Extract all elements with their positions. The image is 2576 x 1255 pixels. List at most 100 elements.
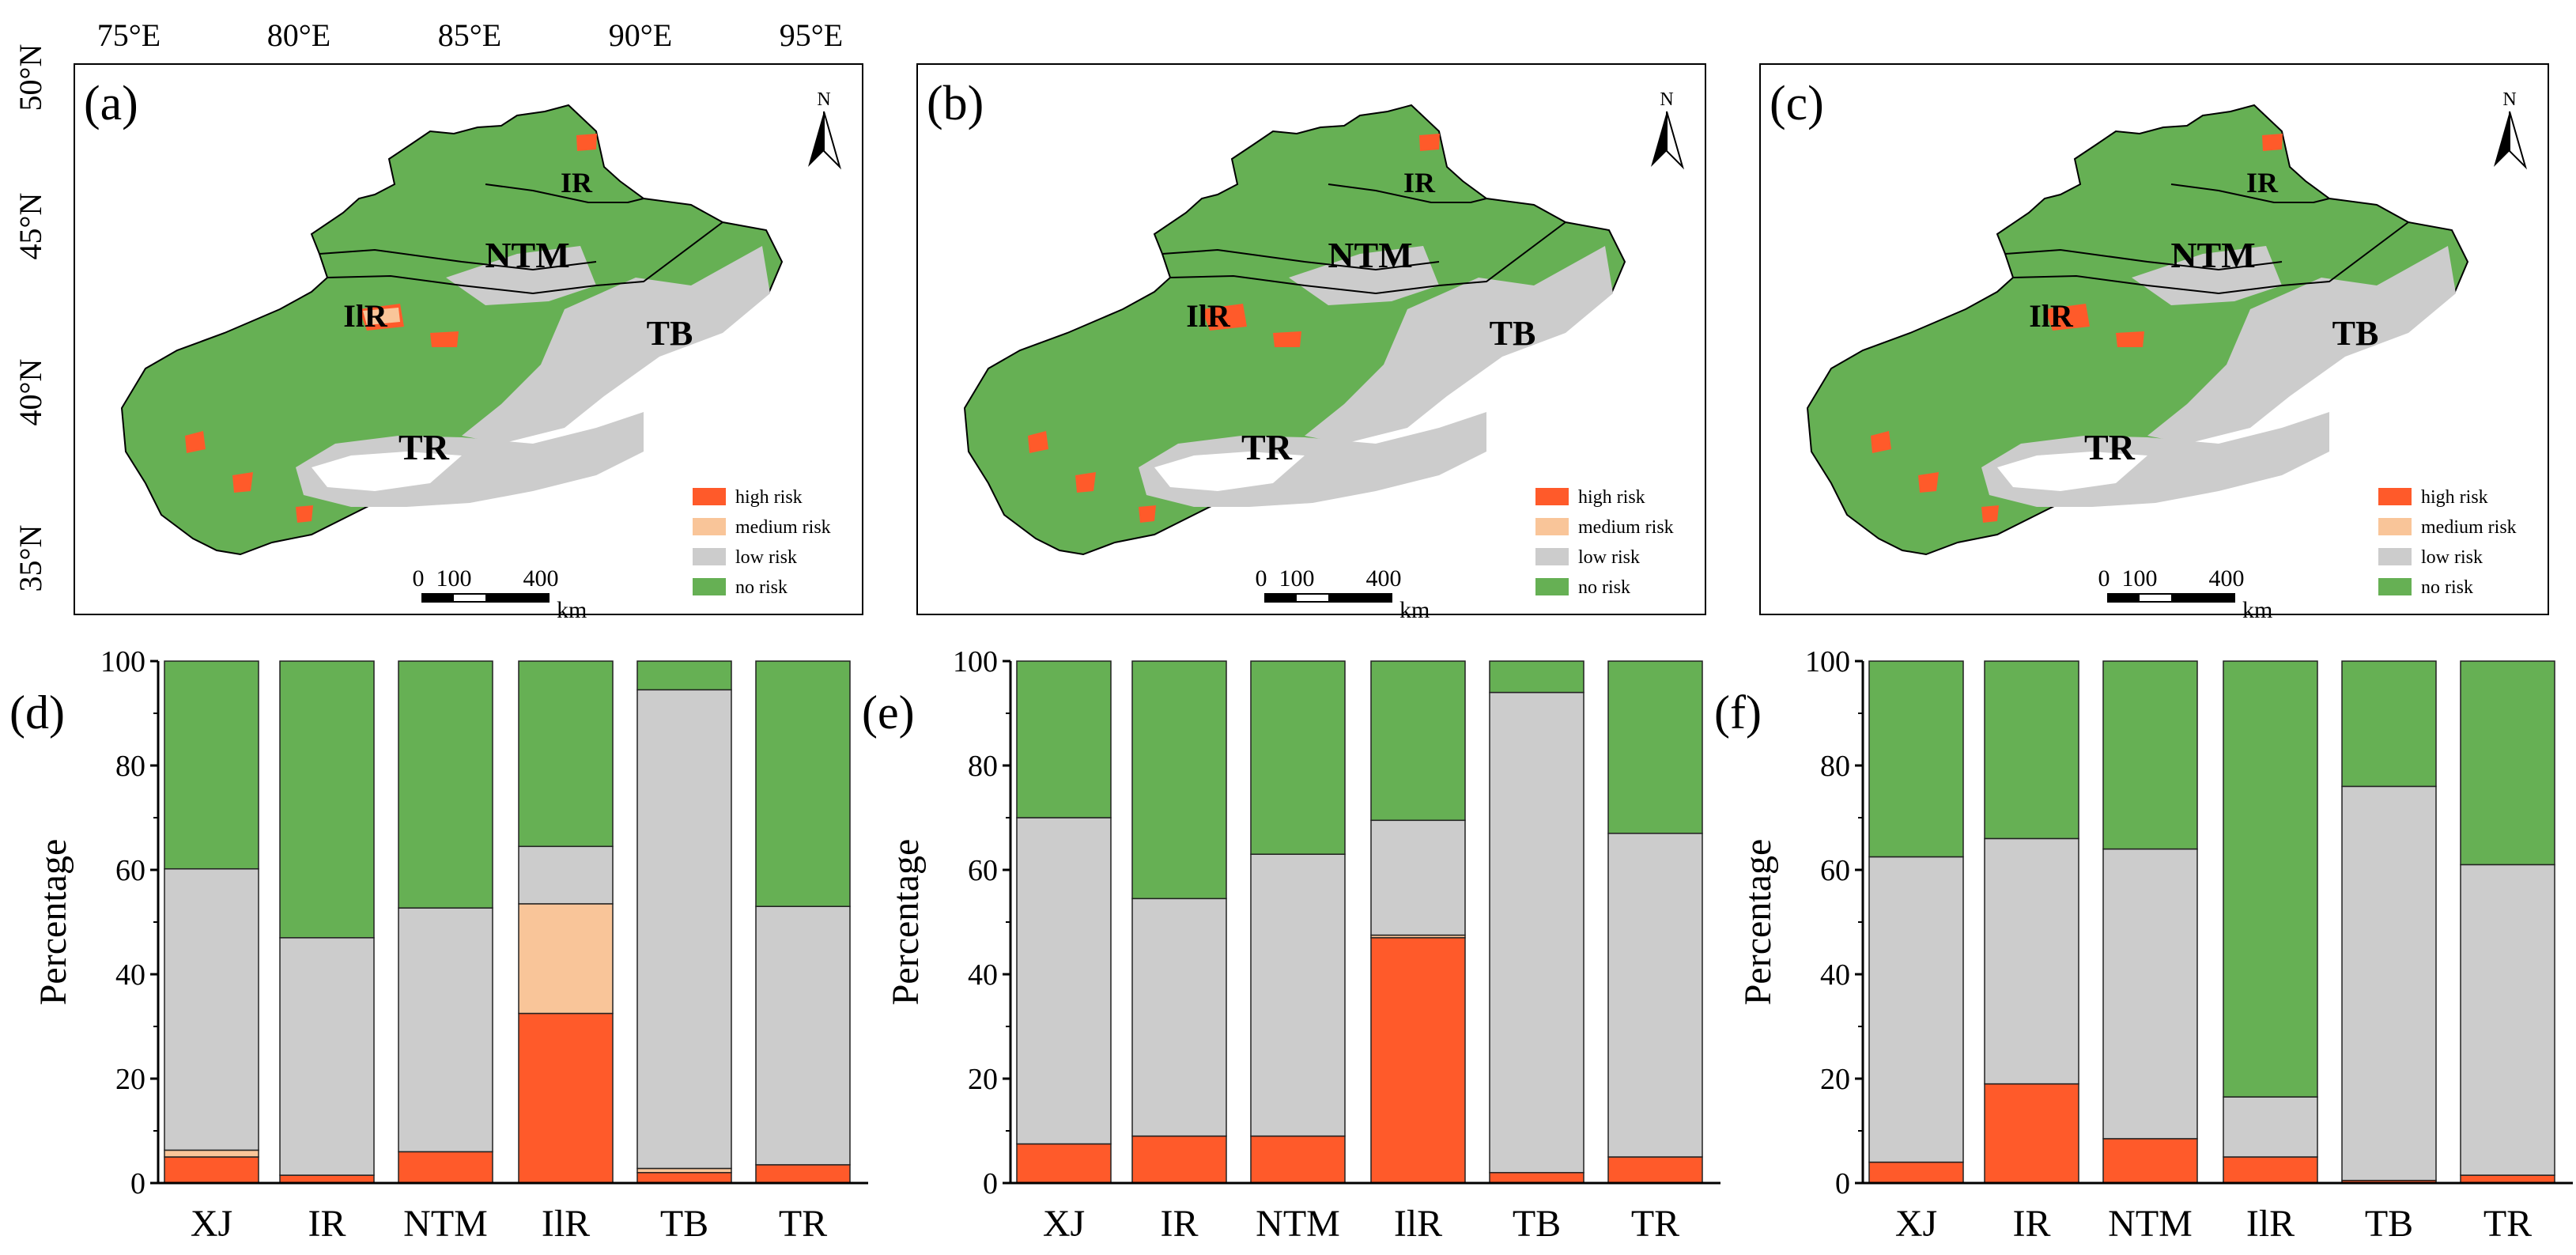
legend-label: no risk bbox=[2421, 577, 2473, 598]
latitude-label: 40°N bbox=[13, 359, 48, 426]
panel-label: (d) bbox=[9, 686, 65, 739]
high-risk-spot bbox=[1419, 134, 1440, 151]
bar-segment-no-risk bbox=[1131, 660, 1227, 900]
bar-segment-medium-risk bbox=[518, 903, 614, 1015]
y-tick-label: 100 bbox=[1805, 645, 1850, 679]
legend-label: medium risk bbox=[1578, 517, 1674, 538]
scale-unit: km bbox=[1399, 597, 1430, 623]
region-label: NTM bbox=[485, 235, 569, 275]
high-risk-spot bbox=[1871, 431, 1891, 453]
bar-segment-no-risk bbox=[2341, 660, 2437, 788]
bar-segment-high-risk bbox=[398, 1151, 493, 1184]
scale-unit: km bbox=[557, 597, 587, 623]
scale-bar bbox=[2171, 594, 2234, 602]
x-tick-label: NTM bbox=[1256, 1203, 1340, 1245]
y-tick-label: 0 bbox=[1835, 1167, 1850, 1200]
longitude-label: 90°E bbox=[609, 17, 672, 53]
y-axis-label: Percentage bbox=[885, 839, 927, 1006]
legend-label: low risk bbox=[735, 547, 797, 568]
scale-label: 400 bbox=[1366, 565, 1402, 592]
north-label: N bbox=[2502, 89, 2516, 110]
longitude-label: 95°E bbox=[780, 17, 843, 53]
y-axis-label: Percentage bbox=[1737, 839, 1779, 1006]
region-border bbox=[2004, 248, 2283, 271]
region-label: TB bbox=[1490, 314, 1536, 353]
y-tick-label: 100 bbox=[953, 645, 998, 679]
bar-segment-low-risk bbox=[1868, 856, 1964, 1163]
longitude-label: 80°E bbox=[267, 17, 330, 53]
scale-bar bbox=[422, 594, 454, 602]
y-tick-label: 60 bbox=[115, 854, 145, 887]
y-tick-label: 40 bbox=[1820, 958, 1850, 992]
high-risk-spot bbox=[185, 431, 206, 453]
bar-segment-low-risk bbox=[2102, 848, 2198, 1140]
region-border bbox=[327, 221, 723, 295]
legend-swatch bbox=[1535, 578, 1569, 595]
bar-segment-high-risk bbox=[1370, 937, 1466, 1184]
high-risk-spot bbox=[2116, 331, 2144, 347]
scale-bar bbox=[1328, 594, 1392, 602]
y-tick-label: 60 bbox=[968, 854, 998, 887]
scale-label: 0 bbox=[413, 565, 425, 592]
legend-swatch bbox=[693, 548, 726, 565]
high-risk-spot bbox=[2262, 134, 2283, 151]
region-label: IlR bbox=[2029, 298, 2074, 334]
bar-segment-no-risk bbox=[755, 660, 851, 907]
stacked-bar-chart: XJ IR NTM IlR TB TR 0 20 40 60 80 100 Percentage (d) bbox=[9, 645, 868, 1245]
longitude-label: 75°E bbox=[97, 17, 161, 53]
scale-label: 400 bbox=[523, 565, 559, 592]
region-border bbox=[1169, 221, 1566, 295]
scale-label: 100 bbox=[2122, 565, 2158, 592]
bar-segment-high-risk bbox=[1489, 1172, 1585, 1184]
bar-segment-no-risk bbox=[1868, 660, 1964, 858]
x-tick-label: IR bbox=[1161, 1203, 1199, 1245]
region-border bbox=[2170, 183, 2330, 203]
x-tick-label: XJ bbox=[1043, 1203, 1085, 1245]
high-risk-spot bbox=[2045, 304, 2090, 331]
north-arrow-icon bbox=[2494, 112, 2510, 167]
north-arrow-icon bbox=[808, 112, 824, 167]
latitude-label: 50°N bbox=[13, 44, 48, 112]
low-risk-area bbox=[1305, 246, 1613, 444]
x-tick-label: TR bbox=[779, 1203, 827, 1245]
legend-label: no risk bbox=[735, 577, 788, 598]
bar-segment-low-risk bbox=[279, 937, 375, 1176]
bar-segment-no-risk bbox=[518, 660, 614, 848]
bar-segment-no-risk bbox=[2223, 660, 2318, 1098]
y-tick-label: 80 bbox=[968, 750, 998, 783]
y-tick-label: 40 bbox=[115, 958, 145, 992]
bar-segment-low-risk bbox=[2341, 785, 2437, 1181]
y-tick-label: 40 bbox=[968, 958, 998, 992]
legend-swatch bbox=[693, 578, 726, 595]
north-arrow-icon bbox=[2509, 111, 2528, 170]
bar-segment-no-risk bbox=[1984, 660, 2079, 840]
x-tick-label: TB bbox=[1513, 1203, 1561, 1245]
region-border bbox=[485, 183, 644, 203]
x-tick-label: IlR bbox=[542, 1203, 590, 1245]
legend-label: high risk bbox=[1578, 487, 1645, 508]
stacked-bar-chart: XJ IR NTM IlR TB TR 0 20 40 60 80 100 Percentage (e) bbox=[862, 645, 1720, 1245]
low-risk-area bbox=[462, 246, 770, 444]
x-tick-label: IR bbox=[2013, 1203, 2051, 1245]
panel-label: (f) bbox=[1714, 686, 1762, 739]
bar-segment-high-risk bbox=[1868, 1161, 1964, 1184]
bar-segment-high-risk bbox=[1607, 1156, 1703, 1184]
bar-segment-low-risk bbox=[1250, 853, 1346, 1137]
panel-label: (b) bbox=[927, 77, 984, 130]
x-tick-label: XJ bbox=[1895, 1203, 1937, 1245]
high-risk-spot bbox=[296, 505, 313, 523]
bar-segment-no-risk bbox=[398, 660, 493, 909]
region-label: TR bbox=[2084, 427, 2136, 467]
bar-segment-no-risk bbox=[1370, 660, 1466, 822]
scale-label: 400 bbox=[2209, 565, 2245, 592]
y-tick-label: 100 bbox=[100, 645, 145, 679]
north-arrow-icon bbox=[823, 111, 842, 170]
legend-swatch bbox=[2378, 518, 2412, 535]
scale-bar bbox=[1265, 594, 1297, 602]
x-tick-label: NTM bbox=[2108, 1203, 2193, 1245]
x-tick-label: TR bbox=[1631, 1203, 1679, 1245]
high-risk-spot bbox=[430, 331, 459, 347]
legend-swatch bbox=[693, 518, 726, 535]
